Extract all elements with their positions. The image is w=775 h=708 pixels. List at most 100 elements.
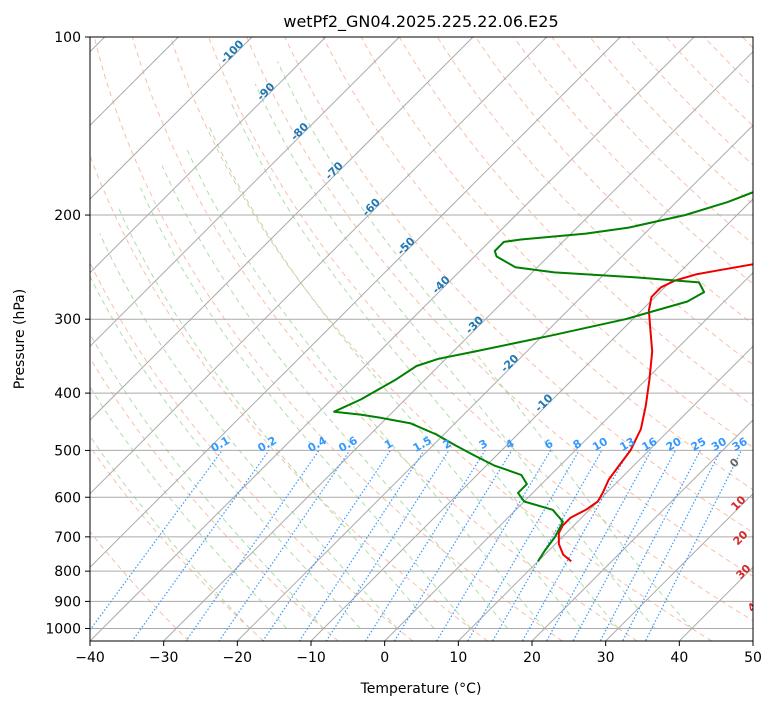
y-tick-label: 700 — [54, 530, 81, 546]
x-tick-label: −20 — [223, 650, 253, 666]
isotherm-label: -80 — [288, 120, 311, 143]
dry-adiabat — [589, 37, 753, 205]
mixing-ratio-label: 25 — [689, 435, 709, 454]
mixing-ratio-label: 4 — [503, 437, 516, 452]
moist-adiabat — [140, 187, 472, 629]
dry-adiabat — [551, 37, 753, 245]
annotation-labels: 0.1 0.2 0.4 0.6 1 1.5 2 3 4 6 8 10 13 16 20 25 30 36-100-… — [209, 37, 754, 614]
x-tick-label: 50 — [744, 650, 762, 666]
mixing-ratio-line — [90, 450, 223, 632]
dry-adiabat — [322, 37, 753, 491]
y-tick-label: 100 — [54, 30, 81, 46]
moist-adiabat — [161, 165, 509, 629]
mixing-ratio-line — [621, 450, 722, 641]
dry-adiabat — [703, 37, 753, 88]
mixing-ratio-line — [393, 450, 513, 641]
dry-adiabat — [90, 154, 488, 641]
x-tick-label: 20 — [523, 650, 541, 666]
x-tick-label: −40 — [75, 650, 105, 666]
moist-adiabat — [90, 275, 361, 629]
plot-frame — [89, 36, 754, 642]
mixing-ratio-line — [521, 450, 630, 641]
moist-adiabat — [90, 385, 288, 629]
moist-adiabat — [186, 149, 545, 629]
y-tick-label: 900 — [54, 594, 81, 610]
chart-title: wetPf2_GN04.2025.225.22.06.E25 — [283, 12, 558, 32]
dry-adiabat — [90, 530, 190, 641]
x-axis-label: Temperature (°C) — [360, 681, 482, 697]
moist-adiabat — [90, 333, 324, 629]
axes: −40 −30 −20 −10 0 10 20 30 40 5010020030040050060… — [45, 30, 762, 666]
dry-adiabat — [208, 37, 753, 622]
mixing-ratio-label: 3 — [477, 437, 490, 452]
dry-adiabat — [665, 37, 753, 127]
x-tick-label: 30 — [597, 650, 615, 666]
x-tick-label: −10 — [296, 650, 326, 666]
y-tick-label: 600 — [54, 490, 81, 506]
mixing-ratio-label: 30 — [709, 435, 729, 454]
mixing-ratio-line — [218, 450, 351, 641]
x-tick-label: 40 — [670, 650, 688, 666]
dry-adiabat — [436, 37, 753, 366]
y-tick-label: 400 — [54, 386, 81, 402]
mixing-ratio-line — [545, 450, 652, 641]
background-lines — [90, 37, 753, 641]
grid-lines — [90, 37, 753, 641]
dry-adiabat — [131, 37, 638, 641]
mixing-ratio-line — [185, 450, 320, 641]
mixing-ratio-label: 16 — [640, 435, 660, 454]
temperature-line — [557, 263, 753, 563]
mixing-ratio-label: 0.6 — [336, 434, 360, 455]
dry-adiabat — [93, 37, 563, 641]
dry-adiabat — [742, 37, 753, 49]
mixing-ratio-label: 6 — [542, 437, 555, 452]
isotherm-label: -50 — [395, 234, 418, 257]
isotherm-line — [90, 37, 474, 421]
isotherm-line — [90, 37, 400, 348]
x-tick-label: −30 — [149, 650, 179, 666]
mixing-ratio-label: 0.4 — [306, 434, 330, 455]
y-tick-label: 200 — [54, 208, 81, 224]
isotherm-label: -100 — [218, 37, 247, 66]
moist-adiabat — [90, 435, 251, 629]
mixing-ratio-line — [325, 450, 450, 641]
theta-label: 30 — [734, 562, 754, 582]
isotherm-line — [90, 37, 548, 495]
isotherm-line — [752, 640, 753, 641]
mixing-ratio-line — [131, 450, 270, 641]
isotherm-label: -20 — [498, 352, 521, 375]
isotherm-line — [90, 37, 253, 200]
y-tick-label: 800 — [54, 564, 81, 580]
isotherm-line — [605, 492, 753, 641]
mixing-ratio-line — [298, 450, 425, 641]
y-tick-label: 1000 — [45, 621, 81, 637]
mixing-ratio-line — [467, 450, 580, 641]
mixing-ratio-line — [644, 450, 743, 641]
x-tick-label: 10 — [449, 650, 467, 666]
mixing-ratio-line — [262, 450, 391, 641]
theta-label: 0 — [727, 455, 742, 470]
mixing-ratio-lines — [90, 450, 743, 641]
mixing-ratio-label: 13 — [618, 435, 638, 454]
isotherm-label: -40 — [430, 273, 453, 296]
dry-adiabat — [246, 37, 753, 577]
dry-adiabat — [513, 37, 753, 285]
moist-adiabat — [118, 208, 435, 629]
isotherm-line — [531, 419, 753, 641]
isotherm-label: -90 — [254, 80, 277, 103]
theta-label: 10 — [728, 493, 748, 513]
moist-adiabat — [231, 104, 619, 629]
mixing-ratio-line — [364, 450, 486, 641]
y-tick-label: 300 — [54, 312, 81, 328]
isotherm-line — [90, 37, 327, 274]
profile-lines — [333, 191, 753, 563]
moist-adiabat — [207, 123, 582, 629]
moist-adiabat — [277, 61, 693, 629]
isotherm-line — [310, 198, 753, 641]
dewpoint-line — [333, 191, 753, 562]
mixing-ratio-label: 20 — [664, 435, 684, 454]
mixing-ratio-label: 36 — [730, 435, 750, 454]
mixing-ratio-line — [435, 450, 552, 641]
y-axis-label: Pressure (hPa) — [12, 289, 28, 389]
